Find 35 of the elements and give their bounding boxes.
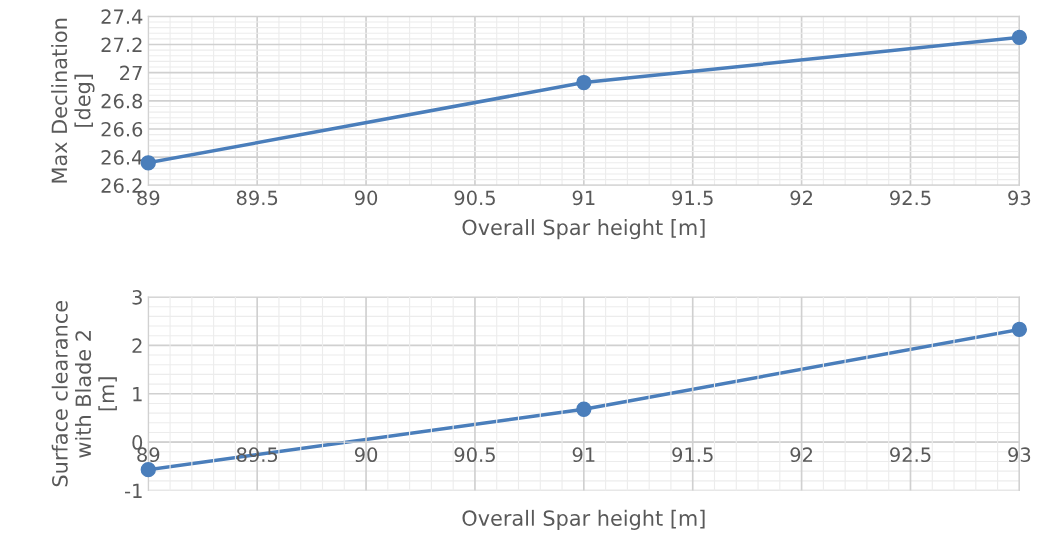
- x-tick-label: 90.5: [454, 447, 495, 463]
- x-tick-label: 93: [1008, 190, 1031, 206]
- y-tick-label: 26.4: [101, 150, 143, 165]
- x-tick-label: 89.5: [236, 190, 278, 206]
- x-tick-label: 91.5: [672, 447, 713, 463]
- x-tick-label: 90.5: [454, 190, 495, 206]
- x-tick-label: 92: [790, 190, 813, 206]
- point: [1011, 29, 1028, 46]
- y-tick-label: 3: [132, 289, 142, 305]
- point: [1011, 321, 1028, 338]
- point: [576, 74, 592, 91]
- y-tick-label: 1: [133, 386, 142, 402]
- x-tick-label: 91.5: [672, 190, 713, 206]
- x-tick-label: 92.5: [890, 447, 931, 463]
- x-tick-label: 91: [572, 190, 595, 206]
- y-axis-title: Surface clearance with Blade 2 [m]: [51, 301, 117, 487]
- x-tick-label: 93: [1008, 447, 1031, 463]
- point: [576, 401, 592, 417]
- y-tick-label: 2: [132, 338, 142, 353]
- y-axis-title: Max Declination [deg]: [51, 18, 95, 183]
- point: [140, 155, 156, 171]
- x-tick-label: 90: [354, 190, 378, 206]
- x-tick-label: 92.5: [890, 190, 931, 206]
- y-tick-label: 27.2: [101, 37, 142, 52]
- x-tick-label: 92: [790, 447, 813, 463]
- y-tick-label: -1: [124, 483, 142, 498]
- x-axis-title: Overall Spar height [m]: [462, 219, 705, 240]
- x-tick-label: 90: [354, 447, 378, 463]
- y-tick-label: 26.6: [101, 121, 143, 137]
- x-axis-title: Overall Spar height [m]: [462, 509, 705, 531]
- point: [140, 462, 156, 478]
- y-tick-label: 27: [120, 65, 142, 81]
- y-tick-label: 26.8: [101, 93, 143, 109]
- y-tick-label: 27.4: [101, 9, 143, 24]
- x-tick-label: 91: [572, 447, 595, 463]
